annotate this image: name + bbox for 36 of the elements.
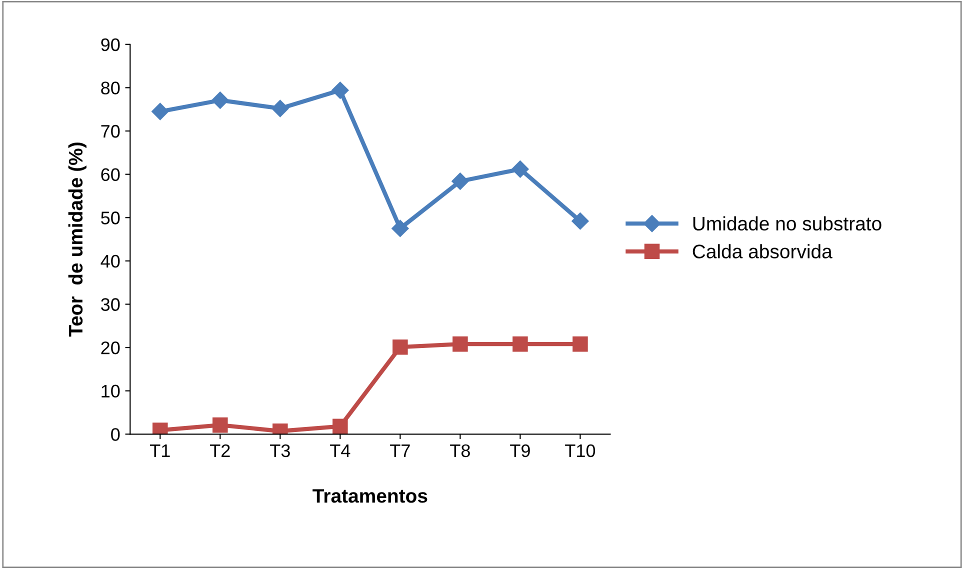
- x-tick-label: T2: [210, 444, 230, 457]
- x-tick-label: T9: [510, 444, 530, 458]
- point: [212, 92, 229, 109]
- point: [512, 160, 529, 178]
- x-tick-label: T8: [450, 444, 470, 458]
- x-tick-label: T10: [565, 444, 596, 458]
- y-tick-label: 0: [111, 428, 120, 441]
- y-tick-label: 10: [102, 384, 120, 398]
- point: [332, 82, 349, 99]
- point: [572, 336, 588, 352]
- x-tick-label: T3: [270, 444, 290, 458]
- x-axis-title: Tratamentos: [312, 489, 428, 503]
- y-tick-label: 80: [101, 82, 120, 94]
- x-tick-label: T4: [330, 444, 350, 457]
- point: [332, 418, 348, 434]
- legend-label: Calda absorvida: [692, 244, 832, 258]
- x-tick-label: T1: [150, 444, 170, 457]
- point: [152, 102, 169, 120]
- point: [212, 417, 228, 433]
- y-tick-label: 40: [100, 254, 120, 268]
- point: [272, 100, 289, 118]
- y-tick-label: 50: [101, 212, 120, 224]
- point: [452, 172, 469, 190]
- y-tick-label: 30: [101, 298, 120, 311]
- point: [512, 336, 528, 352]
- y-tick-label: 20: [101, 341, 120, 354]
- y-axis-title: Teor de umidade (%): [68, 142, 86, 337]
- point: [392, 220, 409, 237]
- y-tick-label: 90: [101, 38, 120, 52]
- x-tick-label: T7: [390, 444, 410, 457]
- y-tick-label: 70: [101, 124, 120, 138]
- legend-label: Umidade no substrato: [693, 216, 882, 231]
- point: [572, 212, 589, 230]
- point: [392, 339, 408, 355]
- point: [452, 336, 468, 352]
- y-tick-label: 60: [101, 168, 120, 182]
